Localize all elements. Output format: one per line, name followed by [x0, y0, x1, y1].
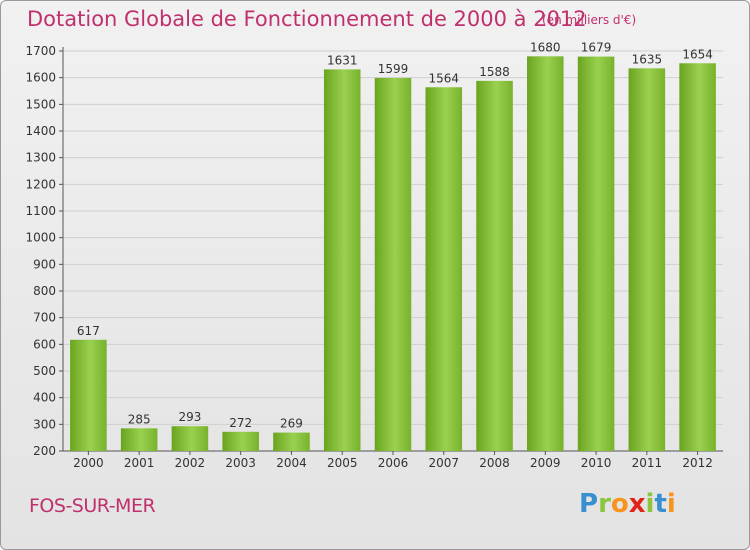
y-tick-labels: 200 300 400 500 600 700 800 900 1000 1100 1200 1300…	[25, 44, 56, 458]
y-tick-label: 1100	[25, 204, 56, 218]
x-tick-label: 2007	[428, 456, 459, 470]
bar	[527, 56, 564, 451]
y-tick-label: 300	[33, 417, 56, 431]
x-tick-label: 2011	[632, 456, 663, 470]
x-tick-label: 2008	[479, 456, 510, 470]
x-tick-label: 2001	[124, 456, 155, 470]
y-tick-label: 500	[33, 364, 56, 378]
bar	[171, 426, 209, 451]
y-tick-label: 600	[33, 337, 56, 351]
x-tick-label: 2006	[378, 456, 409, 470]
bar	[374, 77, 412, 451]
bar-value-label: 293	[178, 410, 201, 424]
logo-letter: i	[666, 489, 676, 519]
x-tick-label: 2010	[581, 456, 612, 470]
bar	[120, 428, 158, 451]
chart-unit: (en milliers d'€)	[542, 13, 637, 27]
bar-value-label: 1588	[479, 65, 510, 79]
y-tick-label: 1000	[25, 231, 56, 245]
bars	[70, 56, 716, 452]
logo-letter: i	[645, 489, 655, 519]
y-tick-label: 1400	[25, 124, 56, 138]
bar-value-label: 272	[229, 416, 252, 430]
y-tick-label: 200	[33, 444, 56, 458]
y-tick-label: 400	[33, 391, 56, 405]
y-tick-label: 1600	[25, 71, 56, 85]
logo-letter: x	[628, 489, 646, 519]
chart-title: Dotation Globale de Fonctionnement de 20…	[27, 7, 587, 31]
bar-value-label: 1635	[632, 52, 663, 66]
bar-value-label: 1680	[530, 40, 561, 54]
logo-letter: P	[579, 489, 599, 519]
x-tick-label: 2000	[73, 456, 104, 470]
logo-letter: o	[610, 489, 629, 519]
bar	[425, 87, 463, 452]
y-tick-label: 1700	[25, 44, 56, 58]
bar-value-label: 1631	[327, 53, 358, 67]
bar	[323, 69, 361, 452]
bar	[679, 63, 716, 452]
bar-value-label: 285	[128, 412, 151, 426]
y-tick-label: 1300	[25, 151, 56, 165]
x-tick-label: 2004	[276, 456, 307, 470]
x-tick-label: 2005	[327, 456, 358, 470]
bar-value-label: 1599	[378, 62, 409, 76]
y-tick-label: 1200	[25, 177, 56, 191]
logo-letter: r	[598, 489, 611, 519]
x-tick-label: 2002	[175, 456, 206, 470]
proxiti-logo: Proxiti	[579, 489, 676, 519]
bar-value-label: 269	[280, 417, 303, 431]
bar-value-label: 1564	[428, 71, 459, 85]
y-tick-label: 700	[33, 311, 56, 325]
bar-value-label: 1654	[682, 47, 713, 61]
x-tick-label: 2003	[225, 456, 256, 470]
bar	[577, 56, 615, 451]
bar	[628, 68, 666, 451]
bar	[70, 339, 107, 451]
y-tick-label: 900	[33, 257, 56, 271]
y-tick-label: 800	[33, 284, 56, 298]
x-tick-labels: 2000 2001 2002 2003 2004 2005 2006 2007 2008 2009…	[73, 456, 713, 470]
x-tick-label: 2009	[530, 456, 561, 470]
y-tick-label: 1500	[25, 97, 56, 111]
bar	[476, 80, 513, 451]
bar	[222, 431, 259, 451]
town-name: FOS-SUR-MER	[29, 495, 156, 517]
bar-value-label: 1679	[581, 41, 612, 55]
bar-value-label: 617	[77, 324, 100, 338]
bar-value-labels: 617 285 293 272 269 1631 1599 1564 1588 1680 1679 1…	[77, 40, 713, 430]
logo-letter: t	[654, 489, 667, 519]
bar	[273, 432, 310, 451]
x-tick-label: 2012	[682, 456, 713, 470]
